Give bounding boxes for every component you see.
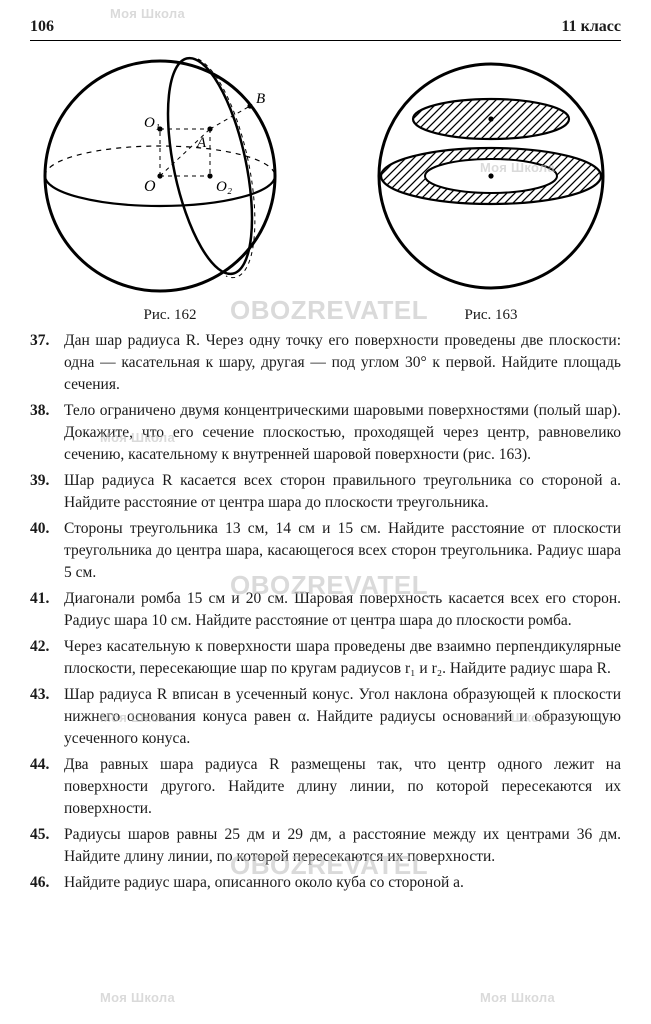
svg-text:O₂: O₂ [216,179,232,195]
problem-number: 41. [30,588,64,632]
problem-38: 38. Тело ограничено двумя концентрически… [30,400,621,466]
problem-43: 43. Шар радиуса R вписан в усеченный кон… [30,684,621,750]
problem-number: 43. [30,684,64,750]
figure-162-caption: Рис. 162 [143,307,196,324]
problem-text: Тело ограничено двумя концентрическими ш… [64,400,621,466]
problems-list: 37. Дан шар радиуса R. Через одну точку … [30,330,621,894]
problem-number: 37. [30,330,64,396]
problem-39: 39. Шар радиуса R касается всех сторон п… [30,470,621,514]
problem-text: Шар радиуса R касается всех сторон прави… [64,470,621,514]
problem-number: 45. [30,824,64,868]
problem-text: Шар радиуса R вписан в усеченный конус. … [64,684,621,750]
problem-text: Через касательную к поверхности шара про… [64,636,621,680]
problem-number: 40. [30,518,64,584]
svg-text:B: B [256,91,265,107]
figure-163-caption: Рис. 163 [464,307,517,324]
svg-text:O₁: O₁ [144,115,160,131]
problem-text: Радиусы шаров равны 25 дм и 29 дм, а рас… [64,824,621,868]
problem-number: 44. [30,754,64,820]
grade-label: 11 класс [561,18,621,36]
problem-46: 46. Найдите радиус шара, описанного окол… [30,872,621,894]
problem-text: Дан шар радиуса R. Через одну точку его … [64,330,621,396]
watermark-small: Моя Школа [100,990,175,1005]
problem-41: 41. Диагонали ромба 15 см и 20 см. Шаров… [30,588,621,632]
problem-40: 40. Стороны треугольника 13 см, 14 см и … [30,518,621,584]
sphere-diagram-163 [361,51,621,301]
page: 106 11 класс [0,0,651,918]
problem-44: 44. Два равных шара радиуса R размещены … [30,754,621,820]
svg-text:O: O [144,178,156,195]
figure-163: Рис. 163 [361,51,621,324]
problem-number: 46. [30,872,64,894]
svg-text:A: A [196,135,207,151]
problem-text: Стороны треугольника 13 см, 14 см и 15 с… [64,518,621,584]
figure-162: O O₁ O₂ A B Рис. 162 [30,51,310,324]
problem-37: 37. Дан шар радиуса R. Через одну точку … [30,330,621,396]
problem-42: 42. Через касательную к поверхности шара… [30,636,621,680]
figures-row: O O₁ O₂ A B Рис. 162 [30,51,621,324]
page-header: 106 11 класс [30,18,621,41]
problem-number: 38. [30,400,64,466]
problem-number: 42. [30,636,64,680]
watermark-small: Моя Школа [480,990,555,1005]
problem-45: 45. Радиусы шаров равны 25 дм и 29 дм, а… [30,824,621,868]
problem-number: 39. [30,470,64,514]
problem-text: Два равных шара радиуса R размещены так,… [64,754,621,820]
problem-text: Диагонали ромба 15 см и 20 см. Шаровая п… [64,588,621,632]
page-number: 106 [30,18,54,36]
problem-text: Найдите радиус шара, описанного около ку… [64,872,621,894]
sphere-diagram-162: O O₁ O₂ A B [30,51,310,301]
